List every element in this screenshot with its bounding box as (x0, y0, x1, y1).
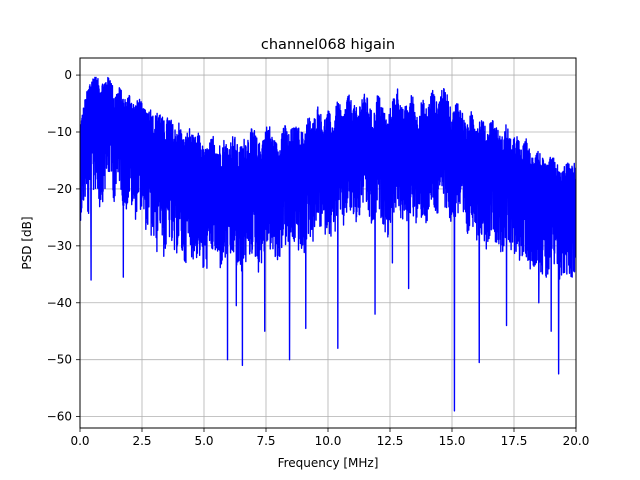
x-tick-label: 12.5 (377, 434, 404, 448)
psd-series-line (80, 76, 576, 412)
y-tick-label: −10 (47, 125, 72, 139)
y-tick-label: −60 (47, 410, 72, 424)
x-tick-label: 10.0 (315, 434, 342, 448)
y-tick-label: −20 (47, 182, 72, 196)
x-tick-label: 0.0 (70, 434, 89, 448)
y-tick-label: 0 (64, 68, 72, 82)
x-tick-label: 5.0 (194, 434, 213, 448)
series-layer (80, 76, 576, 412)
y-axis-label: PSD [dB] (20, 216, 34, 269)
y-tick-label: −40 (47, 296, 72, 310)
chart-title: channel068 higain (261, 37, 395, 53)
y-tick-label: −50 (47, 353, 72, 367)
y-tick-label: −30 (47, 239, 72, 253)
x-axis-ticks: 0.0 2.5 5.0 7.5 10.0 12.5 15.0 17.5 20.0 (70, 428, 589, 448)
y-axis-ticks: 0 −10 −20 −30 −40 −50 −60 (47, 68, 80, 424)
x-tick-label: 20.0 (563, 434, 590, 448)
x-tick-label: 2.5 (132, 434, 151, 448)
x-tick-label: 15.0 (439, 434, 466, 448)
x-tick-label: 17.5 (501, 434, 528, 448)
x-axis-label: Frequency [MHz] (278, 456, 379, 470)
x-tick-label: 7.5 (256, 434, 275, 448)
